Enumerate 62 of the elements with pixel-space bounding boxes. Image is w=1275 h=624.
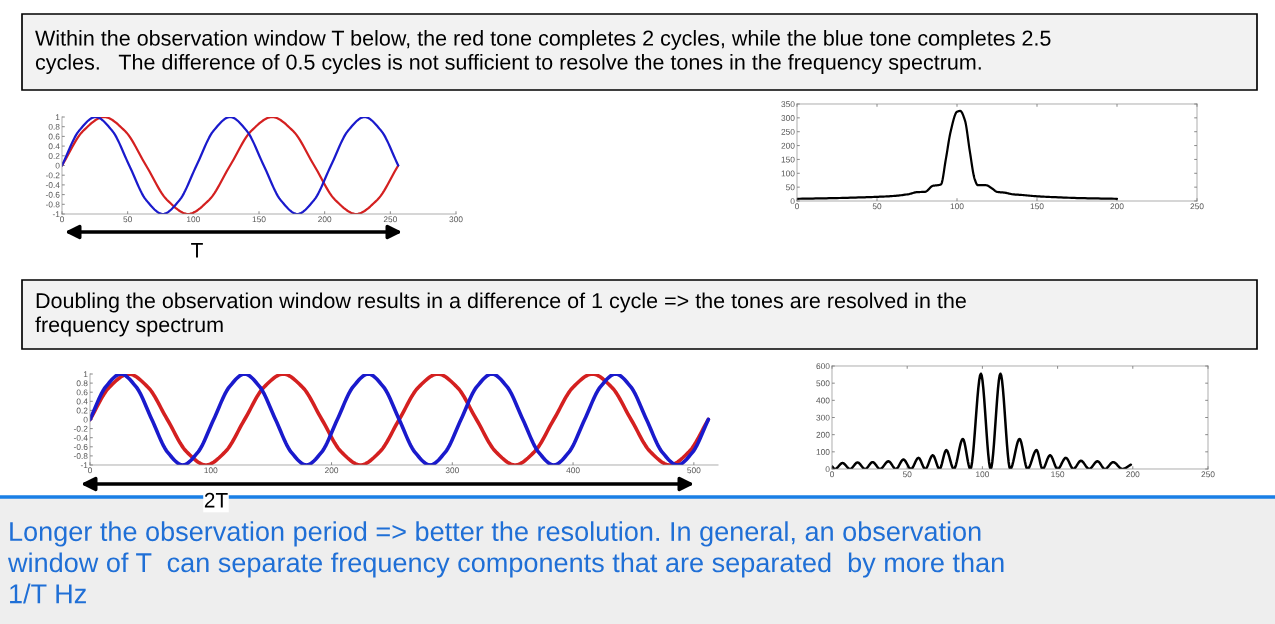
- x-tick-label: 200: [1126, 471, 1140, 478]
- y-tick-label: -0.4: [73, 434, 88, 441]
- y-tick-label: 50: [785, 184, 795, 191]
- text: 2T: [204, 492, 228, 508]
- y-tick-label: -0.2: [73, 425, 88, 432]
- x-tick-label: 150: [1051, 471, 1065, 478]
- x-tick-label: 300: [449, 216, 463, 223]
- x-tick-label: 100: [950, 203, 964, 210]
- y-tick-label: 150: [781, 156, 795, 163]
- y-tick-label: 600: [816, 363, 830, 370]
- y-tick-label: 300: [816, 414, 830, 421]
- y-tick-label: 0.8: [76, 380, 88, 387]
- x-tick-label: 400: [566, 467, 580, 474]
- x-tick-label: 300: [445, 467, 459, 474]
- x-tick-label: 100: [976, 471, 990, 478]
- y-tick-label: 0.8: [48, 123, 60, 130]
- text: Doubling the observation window results in a difference of 1 cycle => the tones are resolved in the frequency spectrum: [35, 292, 966, 337]
- x-tick-label: 50: [902, 471, 912, 478]
- y-tick-label: -0.4: [45, 182, 60, 188]
- y-tick-label: 300: [781, 115, 795, 121]
- x-tick-label: 100: [187, 216, 200, 223]
- y-tick-label: -0.8: [45, 201, 60, 208]
- x-tick-label: 250: [383, 216, 397, 223]
- x-tick-label: 250: [1201, 471, 1215, 478]
- y-tick-label: 0.6: [76, 389, 88, 396]
- y-tick-label: 200: [781, 142, 795, 149]
- text: Longer the observation period => better the resolution. In general, an observation window of T can separate frequency components that are separated by more than 1/T Hz: [7, 521, 1004, 604]
- y-tick-label: 0.2: [76, 407, 88, 414]
- y-tick-label: -0.2: [45, 172, 60, 179]
- x-tick-label: 100: [204, 467, 218, 474]
- y-tick-label: 0: [83, 416, 88, 423]
- y-tick-label: 0: [790, 198, 795, 205]
- y-tick-label: 400: [816, 397, 830, 404]
- y-tick-label: -0.6: [45, 191, 60, 198]
- x-tick-label: 150: [252, 216, 266, 223]
- x-tick-label: 500: [687, 467, 701, 474]
- y-tick-label: -0.8: [73, 453, 88, 459]
- y-tick-label: 100: [781, 170, 795, 177]
- y-tick-label: -1: [80, 462, 88, 469]
- x-tick-label: 200: [1110, 203, 1124, 210]
- y-tick-label: 0.2: [48, 153, 60, 159]
- y-tick-label: 200: [816, 431, 830, 438]
- text: T: [191, 243, 203, 258]
- y-tick-label: 0: [55, 162, 60, 169]
- y-tick-label: 350: [781, 101, 795, 108]
- y-tick-label: 0.4: [48, 143, 60, 150]
- y-tick-label: 250: [781, 128, 795, 135]
- x-tick-label: 200: [318, 216, 332, 223]
- y-tick-label: 100: [816, 449, 830, 455]
- y-tick-label: -0.6: [73, 444, 88, 450]
- y-tick-label: 0.4: [76, 398, 88, 405]
- x-tick-label: 200: [325, 467, 339, 474]
- x-tick-label: 50: [872, 203, 882, 210]
- y-tick-label: 1: [83, 371, 88, 378]
- text: Within the observation window T below, the red tone completes 2 cycles, while the blue tone completes 2.5 cycles. The difference of 0.5 cycles is not sufficient to resolve the tones in the frequency spectrum.: [35, 29, 1051, 75]
- y-tick-label: 1: [55, 114, 60, 121]
- y-tick-label: 500: [816, 380, 830, 387]
- x-tick-label: 150: [1030, 203, 1044, 210]
- x-tick-label: 50: [123, 216, 132, 223]
- x-tick-label: 250: [1190, 203, 1204, 210]
- y-tick-label: 0.6: [48, 133, 60, 140]
- y-tick-label: -1: [52, 211, 60, 218]
